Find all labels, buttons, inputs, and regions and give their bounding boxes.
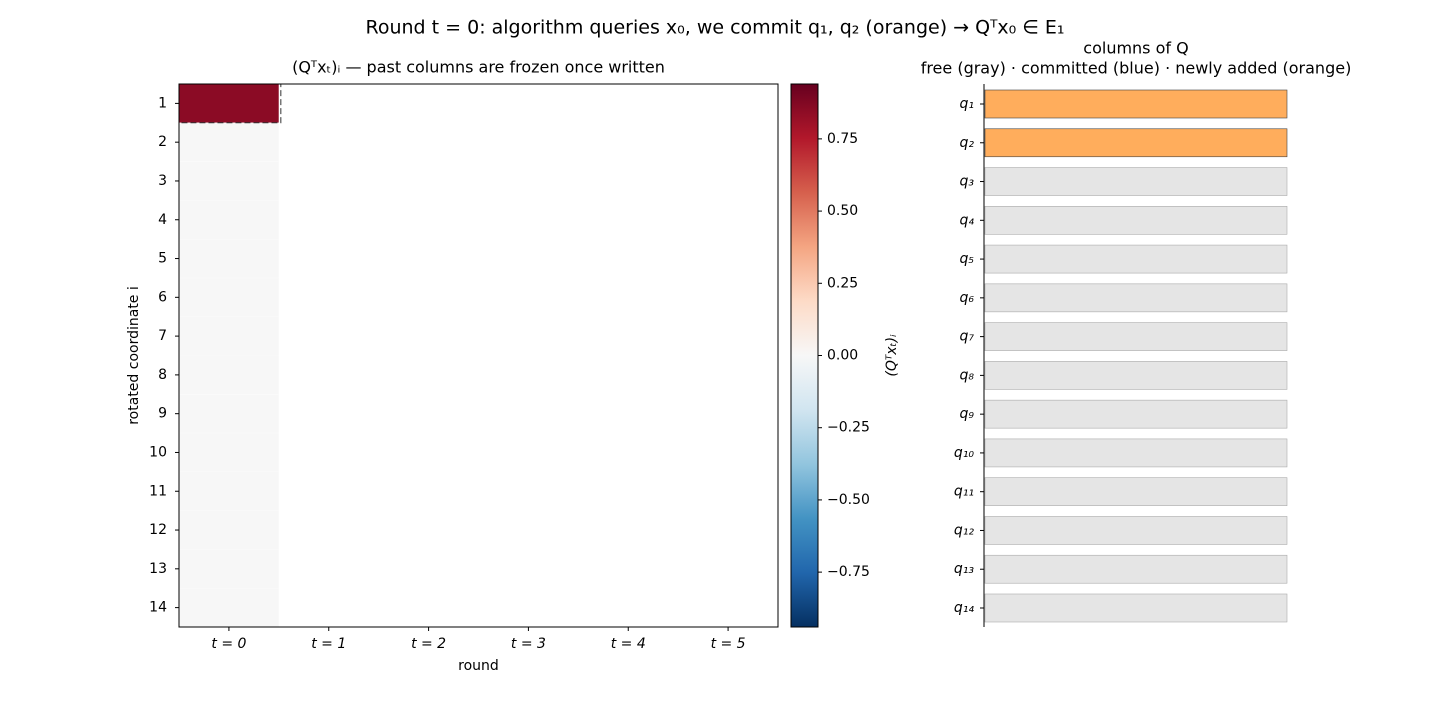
y-tick-label: q₁₃ <box>954 561 974 577</box>
colorbar-tick-label: 0.75 <box>827 131 858 147</box>
column-bar <box>984 361 1288 390</box>
heatmap-cell <box>178 510 280 550</box>
heatmap-cell <box>178 238 280 279</box>
heatmap-cell <box>178 549 280 589</box>
colorbar-tick-label: −0.75 <box>827 564 870 580</box>
colorbar-tick-label: −0.25 <box>827 420 870 436</box>
colorbar <box>790 83 819 628</box>
y-tick-label: 2 <box>158 134 167 150</box>
y-tick-label: q₇ <box>960 329 975 345</box>
y-tick-label: q₁₂ <box>954 522 974 538</box>
y-tick-label: q₆ <box>960 290 975 306</box>
x-tick-label: t = 1 <box>311 636 346 652</box>
colorbar-tick-label: 0.00 <box>827 348 858 364</box>
heatmap-cell <box>178 355 280 395</box>
y-tick-label: 11 <box>149 483 167 499</box>
x-tick-label: t = 3 <box>511 636 546 652</box>
x-tick-label: t = 4 <box>611 636 646 652</box>
column-bar <box>984 283 1288 313</box>
column-bar <box>984 593 1288 623</box>
column-bar <box>984 477 1288 506</box>
column-bar <box>984 89 1288 119</box>
y-tick-label: q₁ <box>960 96 975 112</box>
y-tick-label: 13 <box>149 561 167 577</box>
figure-title: Round t = 0: algorithm queries x₀, we co… <box>366 17 1065 39</box>
heatmap-cell <box>178 83 280 124</box>
y-axis-label: rotated coordinate i <box>126 286 142 425</box>
heatmap-cell <box>178 200 280 240</box>
y-tick-label: q₃ <box>960 174 975 190</box>
y-tick-label: 1 <box>158 95 167 111</box>
y-tick-label: 6 <box>158 289 167 305</box>
y-tick-label: 3 <box>158 173 167 189</box>
heatmap-cell <box>178 316 280 356</box>
column-bar <box>984 516 1288 545</box>
heatmap-cell <box>178 432 280 473</box>
y-tick-label: 7 <box>158 328 167 344</box>
y-tick-label: q₁₄ <box>954 600 974 616</box>
y-tick-label: q₅ <box>960 251 975 267</box>
heatmap-cell <box>178 394 280 434</box>
column-bar <box>984 554 1288 584</box>
axes-title: (Qᵀxₜ)ᵢ — past columns are frozen once w… <box>292 58 665 77</box>
column-bar <box>984 322 1288 351</box>
heatmap-cell <box>178 587 280 628</box>
axes-frame <box>178 83 779 628</box>
y-tick-label: 9 <box>158 406 167 422</box>
x-tick-label: t = 5 <box>711 636 746 652</box>
y-tick-label: 4 <box>158 212 167 228</box>
colorbar-tick-label: −0.50 <box>827 492 870 508</box>
heatmap-cell <box>178 471 280 511</box>
y-tick-label: q₂ <box>960 135 975 151</box>
column-bar <box>984 128 1288 158</box>
heatmap-cell <box>178 277 280 317</box>
x-tick-label: t = 0 <box>211 636 246 652</box>
y-tick-label: q₁₀ <box>954 445 974 461</box>
y-tick-label: q₈ <box>960 367 975 383</box>
colorbar-tick-label: 0.50 <box>827 203 858 219</box>
axes-subtitle: free (gray) · committed (blue) · newly a… <box>921 59 1352 78</box>
colorbar-label: (Qᵀxₜ)ᵢ <box>884 334 900 377</box>
heatmap-cell <box>178 161 280 201</box>
column-bar <box>984 244 1288 274</box>
y-tick-label: 10 <box>149 444 167 460</box>
column-bar <box>984 167 1288 196</box>
y-tick-label: 5 <box>158 251 167 267</box>
heatmap-cell <box>178 122 280 162</box>
column-bar <box>984 438 1288 468</box>
y-tick-label: q₁₁ <box>954 484 974 500</box>
y-tick-label: 12 <box>149 522 167 538</box>
colorbar-tick-label: 0.25 <box>827 275 858 291</box>
y-tick-label: 8 <box>158 367 167 383</box>
x-tick-label: t = 2 <box>411 636 446 652</box>
y-tick-label: q₄ <box>960 212 975 228</box>
x-axis-label: round <box>458 658 499 674</box>
column-bar <box>984 206 1288 235</box>
y-tick-label: q₉ <box>960 406 975 422</box>
y-tick-label: 14 <box>149 600 167 616</box>
axes-title: columns of Q <box>1083 39 1188 58</box>
column-bar <box>984 399 1288 429</box>
